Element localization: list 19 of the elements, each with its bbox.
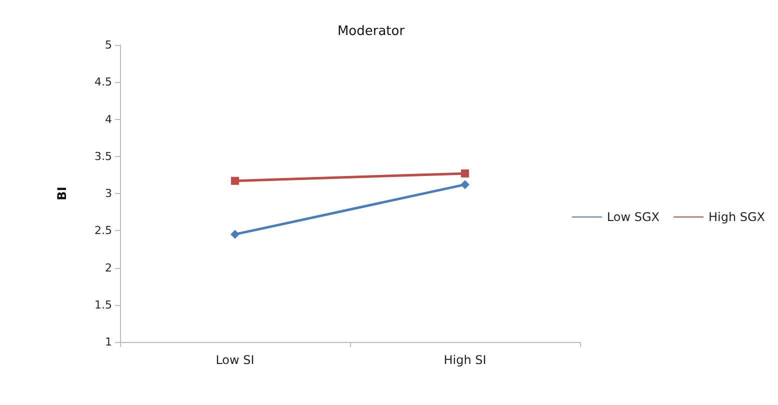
y-axis-title: BI (55, 186, 69, 200)
x-tick-label: High SI (444, 353, 486, 367)
y-tick-label: 3.5 (94, 150, 112, 163)
y-tick-label: 1 (105, 336, 112, 348)
legend-label: Low SGX (606, 210, 660, 224)
y-tick-label: 3 (105, 187, 112, 200)
chart-title: Moderator (337, 24, 406, 39)
y-tick-label: 5 (105, 38, 112, 52)
y-tick-label: 4 (105, 112, 112, 126)
point (231, 176, 239, 185)
point (461, 169, 469, 178)
y-tick-label: 1.5 (94, 298, 112, 312)
y-tick-label: 2 (105, 261, 112, 274)
legend-label: High SGX (708, 210, 765, 224)
y-tick-label: 4.5 (94, 76, 112, 89)
y-tick-label: 2.5 (94, 224, 112, 238)
x-tick-label: Low SI (216, 353, 254, 367)
point (230, 230, 240, 239)
point (460, 180, 470, 190)
